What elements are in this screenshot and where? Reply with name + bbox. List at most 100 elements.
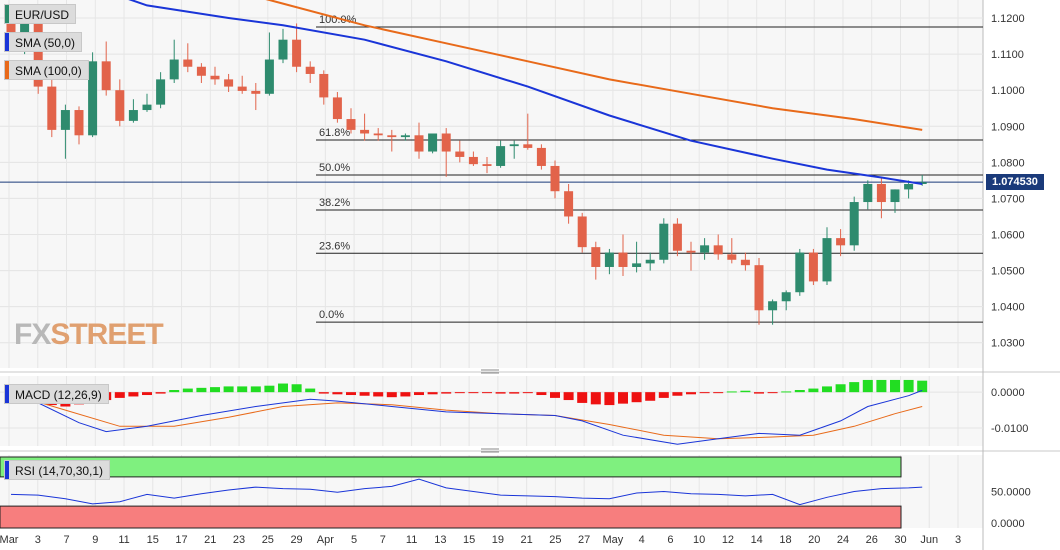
- price-tick-label: 1.0400: [991, 302, 1025, 314]
- fib-level-label: 50.0%: [319, 162, 350, 174]
- x-tick-label: 5: [351, 534, 357, 546]
- symbol-color-swatch: [5, 5, 9, 23]
- candle-body: [156, 79, 166, 105]
- macd-histogram-bar: [631, 392, 642, 403]
- x-tick-label: 25: [549, 534, 561, 546]
- macd-histogram-bar: [658, 392, 669, 398]
- macd-histogram-bar: [754, 392, 764, 394]
- candle-body: [237, 86, 247, 91]
- macd-histogram-bar: [278, 383, 288, 393]
- candle-body: [101, 61, 111, 91]
- fib-level-label: 61.8%: [319, 127, 350, 139]
- rsi-label: RSI (14,70,30,1): [15, 464, 104, 478]
- candle-body: [618, 252, 628, 267]
- candle-body: [128, 110, 138, 121]
- candle-body: [659, 223, 669, 260]
- candle-body: [645, 259, 655, 264]
- price-tick-label: 1.0600: [991, 230, 1025, 242]
- x-tick-label: 30: [894, 534, 906, 546]
- macd-histogram-bar: [237, 386, 248, 393]
- candle-body: [264, 59, 274, 94]
- x-tick-label: 10: [693, 534, 705, 546]
- price-tick-label: 1.0500: [991, 266, 1025, 278]
- rsi-legend[interactable]: RSI (14,70,30,1): [4, 460, 111, 480]
- macd-histogram-bar: [808, 388, 819, 393]
- sma100-legend[interactable]: SMA (100,0): [4, 60, 89, 80]
- fib-level-label: 0.0%: [319, 309, 344, 321]
- price-panel-bg: [0, 0, 983, 368]
- macd-histogram-bar: [169, 390, 180, 393]
- candle-body: [455, 151, 465, 157]
- macd-histogram-bar: [291, 384, 302, 393]
- macd-histogram-bar: [155, 392, 166, 394]
- candle-body: [536, 147, 546, 166]
- price-tick-label: 1.0900: [991, 121, 1025, 133]
- macd-histogram-bar: [618, 392, 628, 404]
- candle-body: [550, 165, 560, 192]
- candle-body: [88, 61, 98, 136]
- macd-histogram-bar: [468, 392, 479, 394]
- rsi-tick-label: 50.0000: [991, 487, 1031, 499]
- macd-histogram-bar: [373, 392, 384, 397]
- macd-histogram-bar: [862, 379, 873, 393]
- x-tick-label: 11: [406, 534, 417, 546]
- candle-body: [795, 252, 805, 293]
- candle-body: [564, 191, 574, 217]
- macd-histogram-bar: [822, 386, 832, 393]
- rsi-line: [10, 478, 923, 506]
- candle-body: [346, 119, 356, 130]
- candle-body: [808, 252, 818, 282]
- candle-body: [904, 184, 914, 190]
- macd-histogram-bar: [128, 392, 139, 397]
- symbol-legend[interactable]: EUR/USD: [4, 4, 77, 24]
- macd-histogram-bar: [182, 388, 193, 393]
- macd-histogram-bar: [400, 392, 411, 397]
- x-tick-label: 20: [808, 534, 820, 546]
- candle-body: [686, 250, 696, 253]
- candle-body: [713, 245, 723, 255]
- fib-level-label: 38.2%: [319, 197, 350, 209]
- macd-panel-bg: [0, 376, 983, 446]
- macd-histogram-bar: [386, 392, 397, 398]
- candle-body: [210, 75, 220, 80]
- macd-label: MACD (12,26,9): [15, 388, 102, 402]
- macd-legend[interactable]: MACD (12,26,9): [4, 384, 109, 404]
- x-tick-label: 26: [866, 534, 878, 546]
- candle-body: [292, 39, 302, 67]
- x-tick-label: 21: [204, 534, 216, 546]
- sma100-line: [265, 0, 923, 131]
- candle-body: [20, 21, 30, 40]
- candle-body: [332, 97, 342, 120]
- macd-histogram-bar: [414, 392, 424, 396]
- candle-body: [183, 59, 193, 67]
- x-tick-label: Mar: [0, 534, 19, 546]
- rsi-overbought-zone: [0, 456, 902, 478]
- sma50-legend[interactable]: SMA (50,0): [4, 32, 83, 52]
- candle-body: [700, 245, 710, 253]
- x-tick-label: 17: [175, 534, 187, 546]
- price-tick-label: 1.1100: [991, 49, 1024, 61]
- x-tick-label: Jun: [920, 534, 938, 546]
- candle-body: [482, 164, 492, 166]
- candle-body: [632, 263, 642, 267]
- macd-histogram-bar: [482, 392, 492, 394]
- candle-body: [523, 144, 533, 148]
- candle-body: [577, 216, 587, 248]
- candle-body: [387, 135, 397, 138]
- macd-histogram-bar: [359, 392, 370, 396]
- candle-body: [604, 252, 614, 267]
- candle-body: [47, 86, 57, 130]
- macd-histogram-bar: [114, 392, 125, 398]
- candle-body: [496, 146, 506, 166]
- macd-histogram-bar: [332, 392, 343, 395]
- macd-histogram-bar: [604, 392, 615, 406]
- candle-body: [468, 156, 478, 165]
- macd-histogram-bar: [740, 390, 751, 393]
- macd-histogram-bar: [454, 392, 465, 394]
- macd-histogram-bar: [264, 385, 275, 393]
- sma50-line: [128, 0, 923, 185]
- x-tick-label: 19: [492, 534, 504, 546]
- fxstreet-logo: FXSTREET: [14, 318, 164, 351]
- macd-histogram-bar: [305, 388, 316, 393]
